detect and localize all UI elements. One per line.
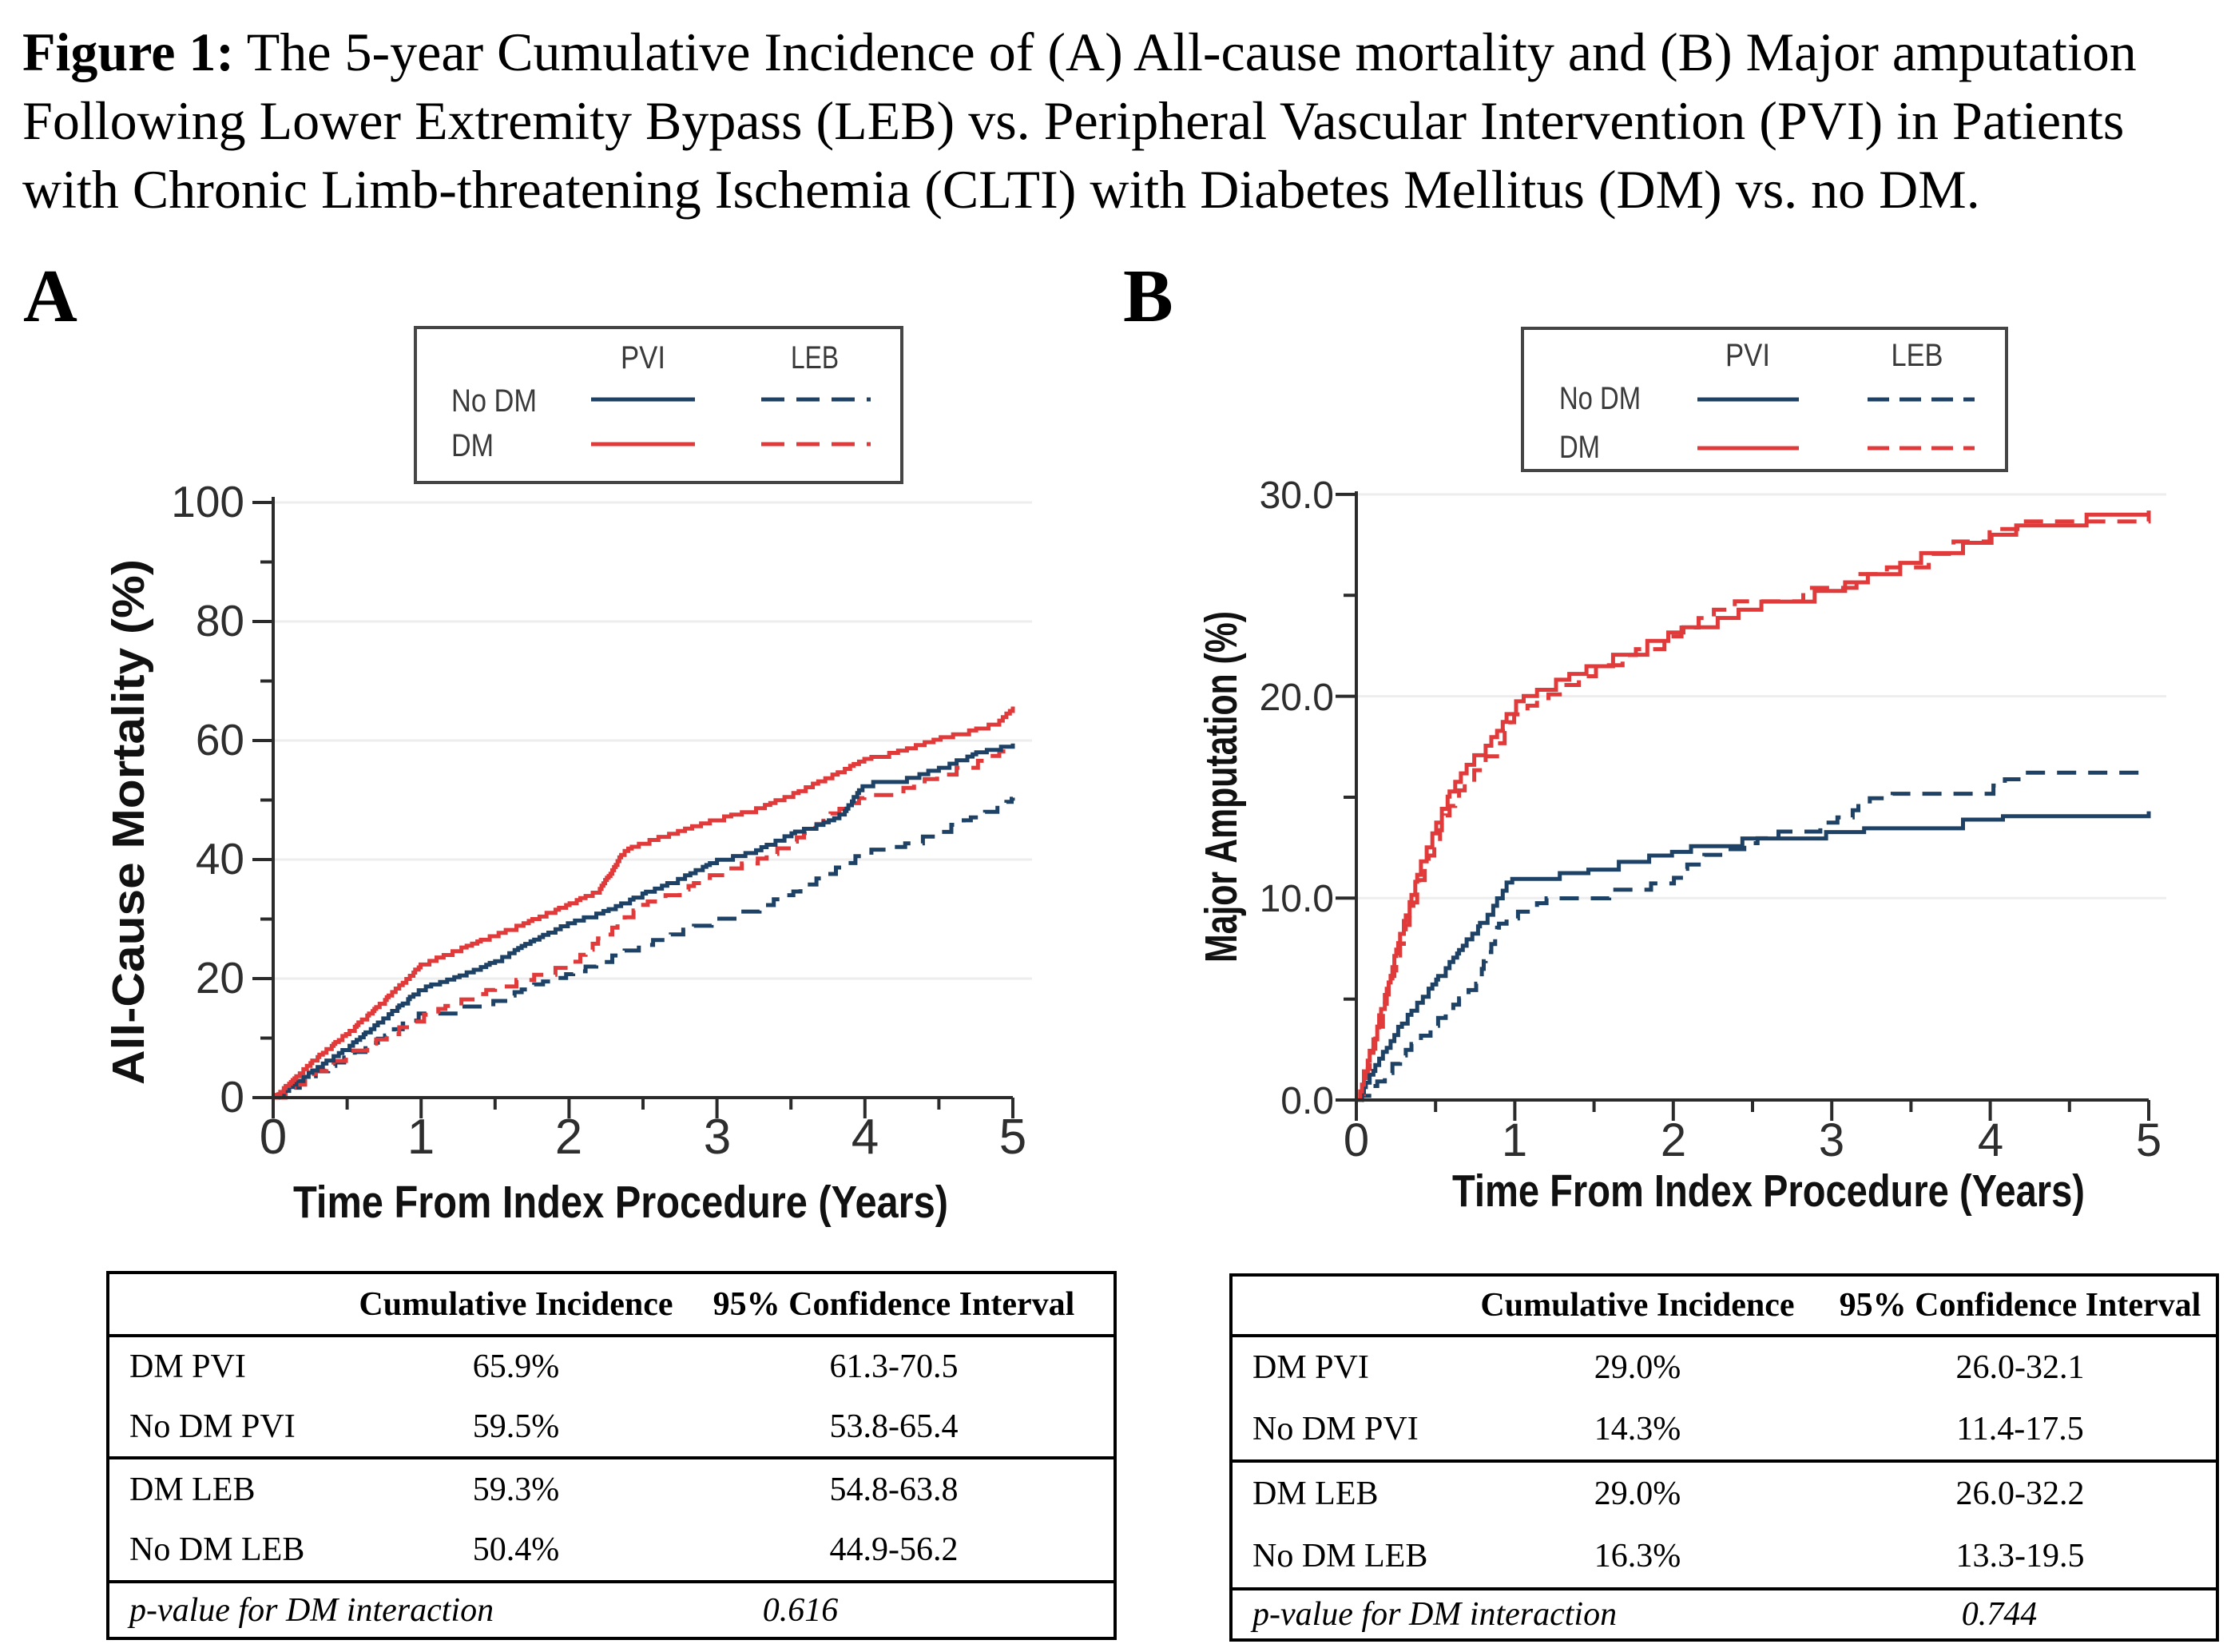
svg-text:4: 4	[1978, 1114, 2003, 1166]
svg-text:0: 0	[220, 1072, 244, 1122]
svg-text:3: 3	[1819, 1114, 1844, 1166]
svg-text:20.0: 20.0	[1260, 677, 1334, 719]
svg-text:Time From Index Procedure (Yea: Time From Index Procedure (Years)	[293, 1177, 948, 1228]
svg-text:10.0: 10.0	[1260, 878, 1334, 920]
svg-text:0.0: 0.0	[1280, 1080, 1334, 1122]
svg-text:4: 4	[852, 1110, 879, 1165]
svg-text:Time From Index Procedure (Yea: Time From Index Procedure (Years)	[1452, 1166, 2085, 1217]
svg-text:40: 40	[196, 834, 244, 884]
svg-text:LEB: LEB	[1892, 338, 1943, 373]
svg-text:0: 0	[260, 1110, 287, 1165]
svg-text:All-Cause Mortality (%): All-Cause Mortality (%)	[103, 559, 154, 1085]
svg-text:DM: DM	[451, 428, 494, 463]
svg-text:0: 0	[1344, 1114, 1369, 1166]
svg-text:PVI: PVI	[621, 340, 665, 375]
svg-text:2: 2	[1661, 1114, 1686, 1166]
svg-text:No DM: No DM	[1559, 381, 1641, 416]
svg-text:1: 1	[1502, 1114, 1527, 1166]
svg-text:30.0: 30.0	[1260, 475, 1334, 517]
svg-text:5: 5	[999, 1110, 1026, 1165]
svg-text:3: 3	[704, 1110, 731, 1165]
svg-text:80: 80	[196, 596, 244, 645]
svg-text:Major Amputation (%): Major Amputation (%)	[1196, 611, 1247, 963]
svg-text:5: 5	[2136, 1114, 2162, 1166]
svg-text:LEB: LEB	[791, 340, 839, 375]
svg-text:60: 60	[196, 715, 244, 764]
svg-text:No DM: No DM	[451, 383, 537, 419]
svg-text:1: 1	[407, 1110, 435, 1165]
svg-text:2: 2	[555, 1110, 582, 1165]
svg-text:20: 20	[196, 953, 244, 1003]
svg-text:PVI: PVI	[1725, 338, 1770, 373]
svg-text:DM: DM	[1559, 430, 1600, 465]
svg-text:100: 100	[171, 477, 244, 526]
